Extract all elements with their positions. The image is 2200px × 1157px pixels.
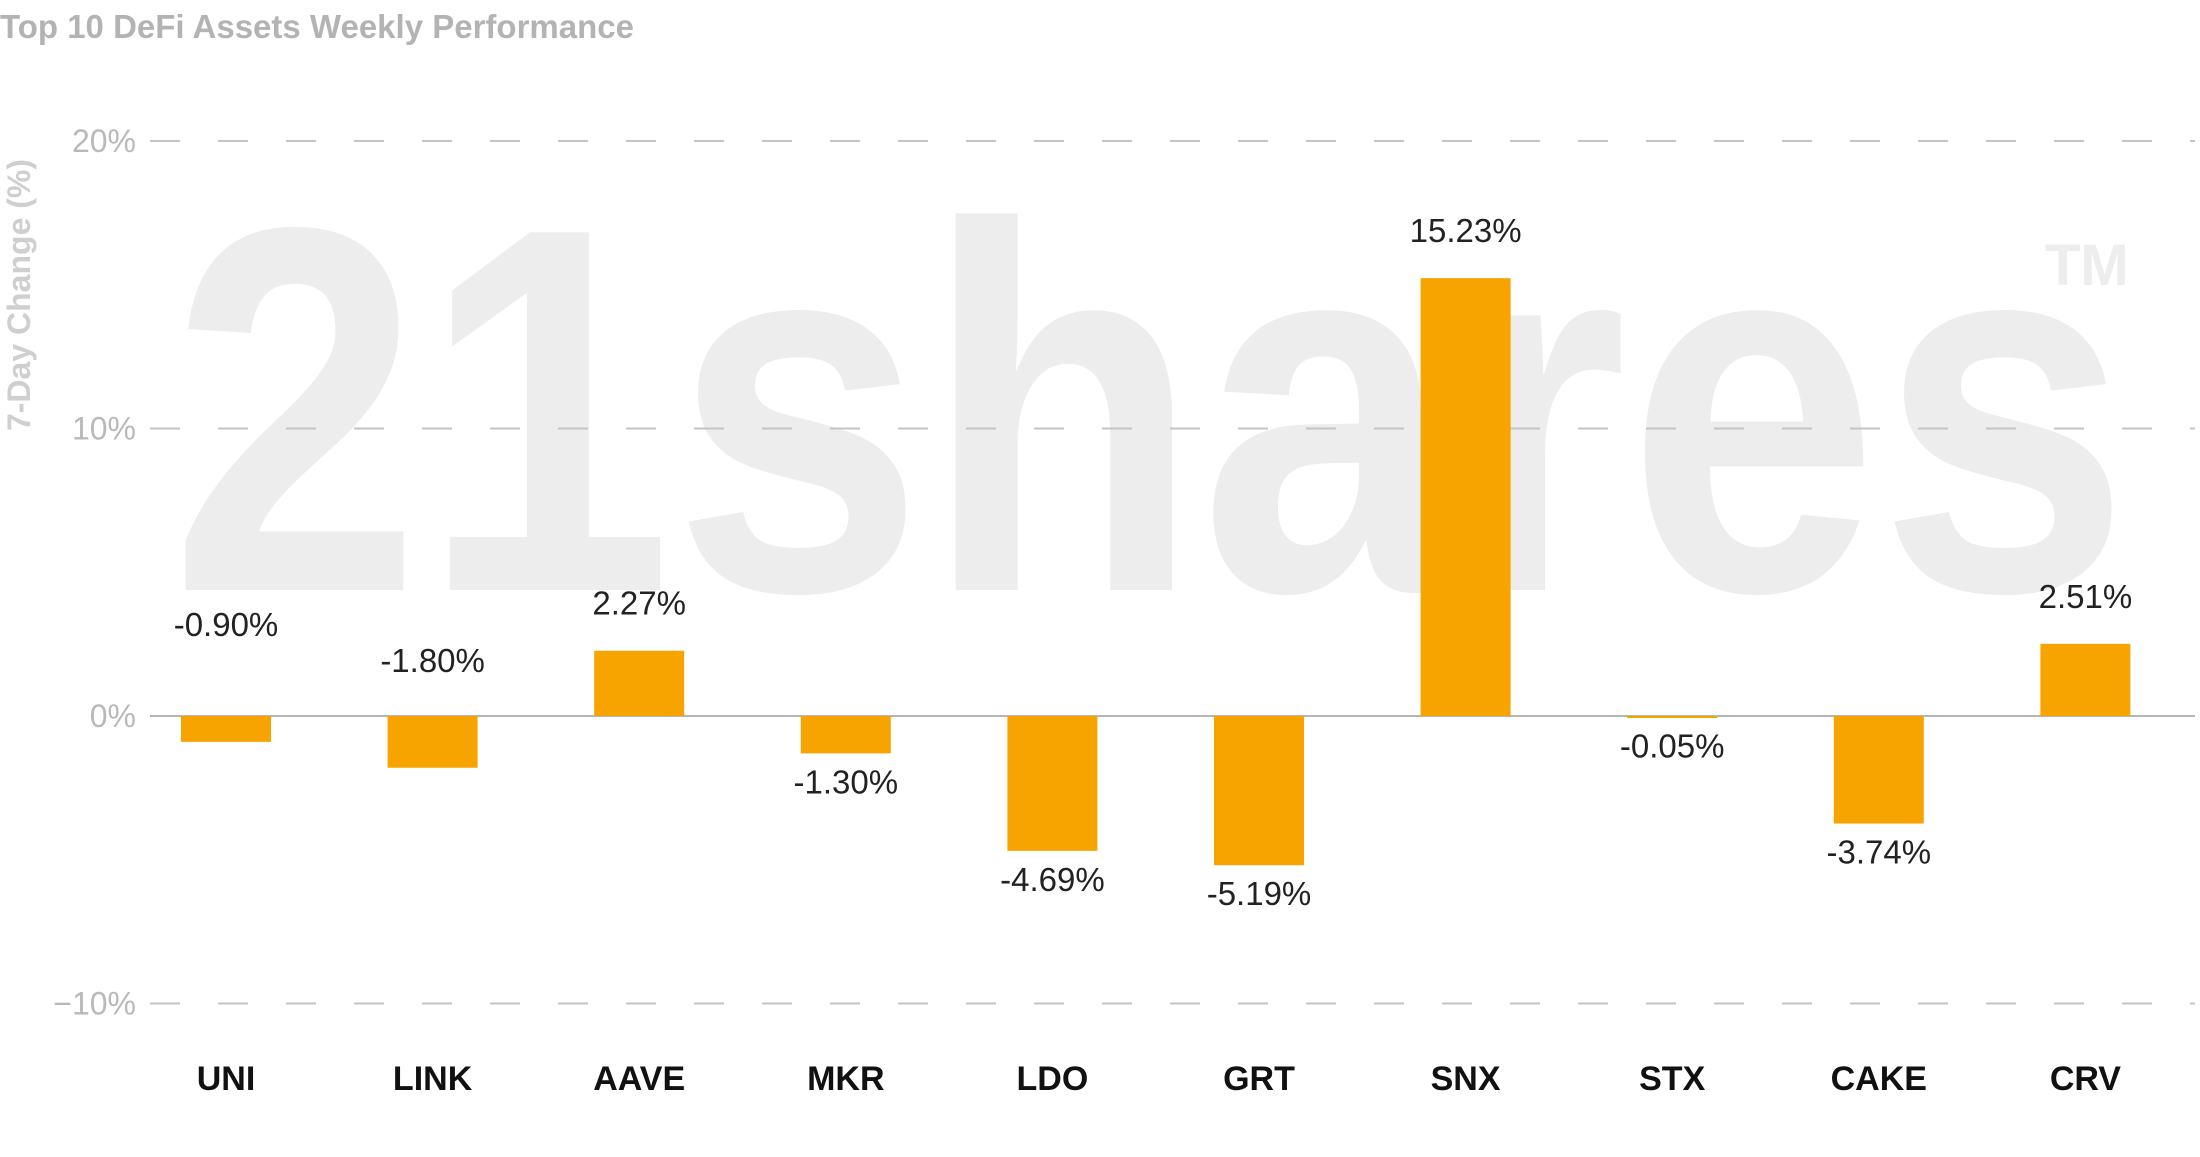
category-label-cake: CAKE — [1831, 1060, 1927, 1098]
y-tick-label-0: −10% — [53, 986, 136, 1022]
category-label-grt: GRT — [1223, 1060, 1295, 1098]
category-label-crv: CRV — [2050, 1060, 2121, 1098]
bar-ldo — [1007, 716, 1098, 851]
bar-mkr — [800, 716, 891, 754]
bars — [181, 278, 2131, 866]
value-label-uni: -0.90% — [174, 606, 279, 643]
category-label-snx: SNX — [1431, 1060, 1501, 1098]
y-axis-label: 7-Day Change (%) — [1, 159, 37, 431]
category-label-mkr: MKR — [807, 1060, 884, 1098]
y-axis-ticks: −10% 0% 10% 20% — [53, 123, 136, 1022]
bar-snx — [1420, 278, 1511, 716]
grid-lines — [150, 140, 2195, 1005]
y-tick-label-2: 10% — [72, 411, 136, 447]
value-label-cake: -3.74% — [1827, 834, 1932, 871]
category-label-link: LINK — [393, 1060, 473, 1098]
y-tick-label-1: 0% — [90, 698, 136, 734]
value-label-crv: 2.51% — [2039, 578, 2133, 615]
watermark-tm: TM — [2045, 233, 2129, 298]
bar-link — [387, 716, 478, 768]
bar-aave — [594, 650, 685, 716]
watermark-logo: 21shares TM — [170, 120, 2130, 701]
value-label-grt: -5.19% — [1207, 875, 1312, 912]
y-tick-label-3: 20% — [72, 123, 136, 159]
category-label-ldo: LDO — [1017, 1060, 1089, 1098]
watermark-text: 21shares — [170, 120, 2130, 701]
bar-crv — [2040, 643, 2131, 716]
bar-cake — [1833, 716, 1924, 824]
category-labels: UNI LINK AAVE MKR LDO GRT SNX STX CAKE CRV — [197, 1060, 2122, 1098]
bar-grt — [1214, 716, 1304, 866]
value-labels: -0.90% -1.80% 2.27% -1.30% -4.69% -5.19% 15.23… — [174, 212, 2132, 912]
value-label-snx: 15.23% — [1410, 212, 1522, 249]
value-label-ldo: -4.69% — [1000, 861, 1105, 898]
category-label-stx: STX — [1639, 1060, 1705, 1098]
category-label-uni: UNI — [197, 1060, 256, 1098]
bar-stx — [1627, 716, 1718, 718]
value-label-aave: 2.27% — [592, 585, 686, 622]
value-label-link: -1.80% — [380, 642, 485, 679]
category-label-aave: AAVE — [593, 1060, 685, 1098]
value-label-stx: -0.05% — [1620, 727, 1725, 764]
value-label-mkr: -1.30% — [794, 763, 899, 800]
bar-uni — [181, 716, 271, 742]
chart-title: Top 10 DeFi Assets Weekly Performance — [0, 8, 634, 45]
